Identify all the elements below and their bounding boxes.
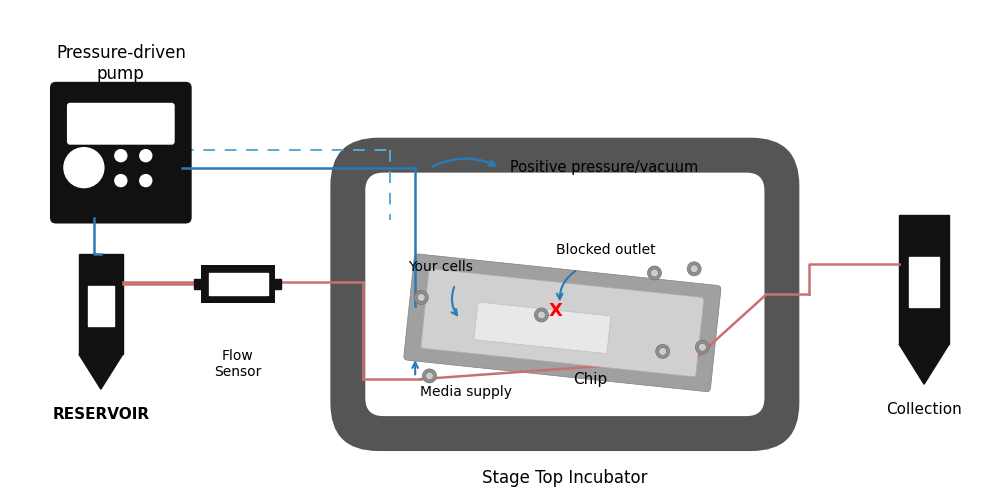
Text: Media supply: Media supply <box>420 385 512 399</box>
Text: Blocked outlet: Blocked outlet <box>556 244 656 257</box>
Bar <box>79 275 123 354</box>
Text: Chip: Chip <box>573 372 607 387</box>
Bar <box>79 254 123 275</box>
Bar <box>909 257 939 308</box>
Circle shape <box>425 372 433 380</box>
Bar <box>899 215 949 243</box>
Bar <box>194 279 201 289</box>
Text: Collection: Collection <box>886 402 962 417</box>
Bar <box>899 243 949 344</box>
Bar <box>209 274 268 295</box>
FancyBboxPatch shape <box>421 269 704 377</box>
FancyBboxPatch shape <box>404 254 721 392</box>
Circle shape <box>64 148 104 187</box>
Circle shape <box>656 344 670 358</box>
Circle shape <box>687 262 701 276</box>
Circle shape <box>537 311 545 319</box>
Polygon shape <box>79 354 123 389</box>
FancyBboxPatch shape <box>67 103 175 145</box>
Text: Flow
Sensor: Flow Sensor <box>214 349 261 379</box>
Text: Stage Top Incubator: Stage Top Incubator <box>482 469 648 487</box>
Circle shape <box>414 290 428 305</box>
Circle shape <box>695 340 709 354</box>
Circle shape <box>140 175 152 186</box>
Text: Your cells: Your cells <box>408 260 473 275</box>
FancyBboxPatch shape <box>50 82 192 223</box>
Bar <box>201 265 275 304</box>
FancyBboxPatch shape <box>330 138 799 451</box>
Circle shape <box>115 175 127 186</box>
Text: Pressure-driven
pump: Pressure-driven pump <box>56 44 186 83</box>
Circle shape <box>534 308 548 322</box>
Circle shape <box>659 347 667 355</box>
Text: Positive pressure/vacuum: Positive pressure/vacuum <box>510 160 698 175</box>
Circle shape <box>422 369 436 383</box>
Bar <box>274 279 281 289</box>
Circle shape <box>647 266 661 280</box>
Circle shape <box>140 150 152 162</box>
Text: RESERVOIR: RESERVOIR <box>52 407 149 422</box>
FancyBboxPatch shape <box>474 302 611 353</box>
Circle shape <box>650 269 658 277</box>
Polygon shape <box>899 344 949 384</box>
Circle shape <box>698 343 706 351</box>
Text: X: X <box>549 302 563 320</box>
Circle shape <box>690 265 698 273</box>
Circle shape <box>417 294 425 302</box>
FancyBboxPatch shape <box>365 173 764 416</box>
Circle shape <box>115 150 127 162</box>
Bar <box>88 286 114 326</box>
